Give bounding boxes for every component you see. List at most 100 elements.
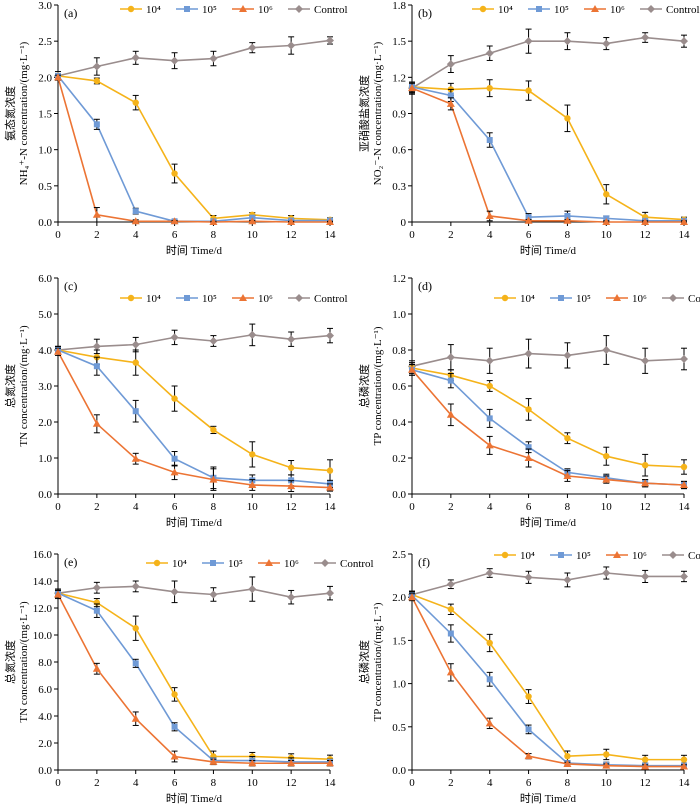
data-point <box>485 49 494 58</box>
data-point <box>209 337 218 345</box>
y-tick-label: 1.0 <box>38 453 52 465</box>
data-point <box>485 356 494 365</box>
legend-marker <box>184 6 190 12</box>
series-line <box>57 349 331 472</box>
chart-panel-5: 0.0 2.0 4.0 6.0 8.0 10.0 12.0 14.0 16.0 0 2 4 6 8 10 12… <box>3 549 374 805</box>
x-tick-label: 6 <box>526 229 532 241</box>
data-point <box>132 408 139 415</box>
y-tick-label: 8.0 <box>38 657 52 669</box>
data-point <box>563 216 572 224</box>
legend-label: Control <box>688 293 700 305</box>
y-tick-label: 1.2 <box>392 72 406 84</box>
data-point <box>564 752 571 760</box>
y-tick-label: 2.0 <box>38 72 52 84</box>
legend-label: 10⁵ <box>554 4 569 16</box>
y-tick-label: 5.0 <box>38 309 52 321</box>
legend-marker <box>127 5 135 13</box>
y-tick-label: 1.5 <box>38 109 52 121</box>
series-control <box>54 36 334 81</box>
data-point <box>447 630 454 637</box>
data-point <box>524 37 533 46</box>
data-point <box>641 572 650 581</box>
y-tick-label: 1.5 <box>392 635 406 647</box>
data-point <box>131 582 140 591</box>
data-point <box>680 572 688 581</box>
data-point <box>171 691 178 698</box>
series-1e5 <box>55 72 333 225</box>
data-point <box>170 217 179 225</box>
x-tick-label: 8 <box>565 229 571 241</box>
legend-label: Control <box>314 4 348 16</box>
series-line <box>57 39 331 77</box>
x-tick-label: 10 <box>247 229 259 241</box>
legend-marker <box>591 5 599 12</box>
legend-label: Control <box>688 550 700 562</box>
data-point <box>131 454 140 462</box>
x-tick-label: 14 <box>679 777 691 789</box>
data-point <box>132 625 139 632</box>
data-point <box>92 62 101 71</box>
data-point <box>680 355 688 363</box>
y-tick-label: 14.0 <box>33 576 53 588</box>
x-tick-label: 8 <box>211 501 217 513</box>
legend-label: 10⁵ <box>228 558 243 570</box>
data-point <box>602 761 611 769</box>
y-tick-label: 0.0 <box>38 217 52 229</box>
x-tick-label: 4 <box>487 501 493 513</box>
x-tick-label: 14 <box>679 501 691 513</box>
legend: 10⁴ 10⁵ 10⁶ Control <box>472 4 700 16</box>
data-point <box>486 639 493 647</box>
y-tick-label: 0.5 <box>38 181 52 193</box>
data-point <box>209 475 218 483</box>
data-point <box>486 137 493 144</box>
legend: 10⁴ 10⁵ 10⁶ Control <box>146 558 374 570</box>
data-point <box>209 590 218 599</box>
y-axis-label-cn: 总氮浓度 <box>3 364 17 408</box>
y-axis-label-en: TN concentration/(mg·L⁻¹) <box>18 325 30 447</box>
y-tick-label: 0.6 <box>392 381 406 393</box>
series-line <box>411 369 685 486</box>
data-point <box>446 99 455 107</box>
x-tick-label: 6 <box>172 501 178 513</box>
data-point <box>326 467 334 474</box>
y-tick-label: 0.0 <box>392 765 406 777</box>
legend-marker <box>239 5 247 12</box>
y-tick-label: 1.2 <box>392 273 406 285</box>
data-point <box>525 444 532 451</box>
legend-label: 10⁵ <box>576 293 591 305</box>
data-point <box>680 37 688 46</box>
data-point <box>564 115 571 122</box>
data-point <box>563 575 572 584</box>
series-control <box>54 323 334 355</box>
y-tick-label: 1.8 <box>392 0 406 12</box>
data-point <box>249 451 256 458</box>
y-tick-label: 2.0 <box>38 738 52 750</box>
series-control <box>408 28 688 95</box>
data-point <box>680 218 688 225</box>
x-tick-label: 10 <box>601 501 613 513</box>
legend-marker <box>536 6 542 12</box>
data-point <box>326 218 334 225</box>
legend-label: Control <box>340 558 374 570</box>
data-point <box>287 759 296 767</box>
data-point <box>92 664 101 672</box>
data-point <box>408 593 416 601</box>
series-line <box>57 585 331 599</box>
y-tick-label: 1.5 <box>392 36 406 48</box>
data-point <box>524 349 533 358</box>
data-point <box>131 340 140 349</box>
legend-marker <box>669 551 677 559</box>
y-axis-label-cn: 亚硝酸盐氮浓度 <box>357 75 371 152</box>
series-line <box>411 87 684 223</box>
data-point <box>326 589 334 598</box>
data-point <box>248 759 257 767</box>
legend-marker <box>613 551 621 558</box>
chart-panel-6: 0.0 0.5 1.0 1.5 2.0 2.5 0 2 4 6 8 10 12 14 时间 Time/d 总磷… <box>357 549 700 805</box>
series-line <box>411 86 685 221</box>
chart-panel-1: 0.0 0.5 1.0 1.5 2.0 2.5 3.0 0 2 4 6 8 10 12 14 时间 Time/… <box>3 0 348 257</box>
data-point <box>485 441 494 449</box>
y-axis-label-cn: 总氮浓度 <box>3 640 17 684</box>
data-point <box>641 756 649 763</box>
y-tick-label: 16.0 <box>33 549 53 561</box>
series-1e6 <box>54 347 334 492</box>
